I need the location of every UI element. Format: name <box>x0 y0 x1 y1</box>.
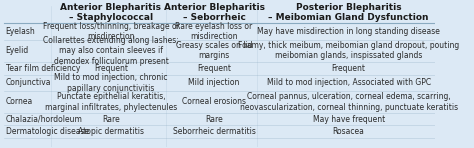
Text: Rare: Rare <box>205 115 223 124</box>
Text: Eyelid: Eyelid <box>6 46 29 55</box>
Text: Chalazia/hordoleum: Chalazia/hordoleum <box>6 115 82 124</box>
Text: Corneal erosions: Corneal erosions <box>182 97 246 106</box>
Text: Seborrheic dermatitis: Seborrheic dermatitis <box>173 127 255 136</box>
Text: Cornea: Cornea <box>6 97 33 106</box>
Text: May have frequent: May have frequent <box>312 115 385 124</box>
Text: Tear film deficiency: Tear film deficiency <box>6 64 80 73</box>
Text: Rare eyelash loss or
misdirection: Rare eyelash loss or misdirection <box>175 22 253 41</box>
Text: Foamy, thick meibum, meibomian gland dropout, pouting
meibomian glands, inspissa: Foamy, thick meibum, meibomian gland dro… <box>238 41 459 61</box>
Text: May have misdirection in long standing disease: May have misdirection in long standing d… <box>257 27 440 36</box>
Text: Eyelash: Eyelash <box>6 27 36 36</box>
Text: Conjunctiva: Conjunctiva <box>6 78 51 87</box>
Text: Frequent: Frequent <box>332 64 365 73</box>
Text: Greasy scales on lid
margins: Greasy scales on lid margins <box>176 41 252 61</box>
Text: Collarettes extending along lashes;
may also contain sleeves if
demodex follicul: Collarettes extending along lashes; may … <box>43 36 179 66</box>
Text: Atopic dermatitis: Atopic dermatitis <box>78 127 144 136</box>
Text: Corneal pannus, ulceration, corneal edema, scarring,
neovascularization, corneal: Corneal pannus, ulceration, corneal edem… <box>239 92 458 112</box>
Text: Rare: Rare <box>102 115 120 124</box>
Text: Mild to mod injection, chronic
papillary conjunctivitis: Mild to mod injection, chronic papillary… <box>54 73 168 92</box>
Text: Anterior Blepharitis
– Seborrheic: Anterior Blepharitis – Seborrheic <box>164 3 264 22</box>
Text: Mild to mod injection, Associated with GPC: Mild to mod injection, Associated with G… <box>266 78 431 87</box>
Text: Punctate epithelial keratitis,
marginal infiltrates, phylectenules: Punctate epithelial keratitis, marginal … <box>45 92 177 112</box>
Text: Frequent: Frequent <box>94 64 128 73</box>
Text: Mild injection: Mild injection <box>188 78 240 87</box>
Text: Posterior Blepharitis
– Meibomian Gland Dysfunction: Posterior Blepharitis – Meibomian Gland … <box>268 3 429 22</box>
Text: Frequent loss/thinning, breakage or
misdirection: Frequent loss/thinning, breakage or misd… <box>43 22 180 41</box>
Text: Frequent: Frequent <box>197 64 231 73</box>
Text: Anterior Blepharitis
– Staphylococcal: Anterior Blepharitis – Staphylococcal <box>61 3 162 22</box>
Text: Dermatologic disease: Dermatologic disease <box>6 127 89 136</box>
Text: Rosacea: Rosacea <box>333 127 365 136</box>
